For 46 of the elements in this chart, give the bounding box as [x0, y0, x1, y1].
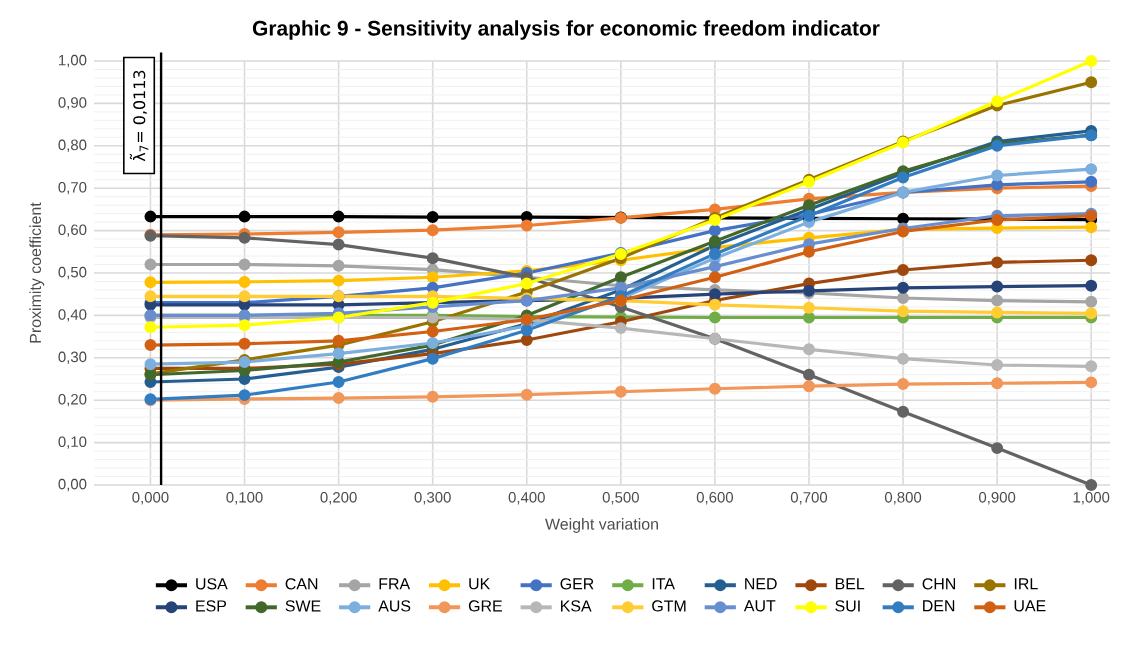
legend-label: KSA [561, 600, 592, 612]
x-tick-label: 0,100 [226, 492, 263, 505]
legend-label: UAE [1014, 600, 1046, 612]
legend-label: GRE [468, 600, 502, 612]
chart-title: Graphic 9 - Sensitivity analysis for economic freedom indicator [252, 20, 880, 40]
legend-label: AUS [378, 600, 411, 612]
legend-label: ITA [652, 578, 675, 590]
x-tick-label: 0,300 [414, 492, 451, 505]
x-tick-label: 0,800 [884, 492, 922, 505]
legend-label: BEL [835, 578, 865, 590]
legend-label: USA [196, 578, 228, 590]
y-tick-label: 0,50 [58, 266, 87, 280]
legend-label: SUI [835, 600, 860, 612]
x-tick-label: 1,000 [1073, 492, 1110, 505]
y-tick-label: 1,00 [59, 54, 87, 68]
y-tick-label: 0,20 [58, 394, 87, 407]
legend-label: NED [745, 578, 777, 590]
x-tick-label: 0,900 [979, 492, 1016, 505]
x-tick-label: 0,200 [320, 492, 357, 505]
y-tick-label: 0,00 [58, 478, 87, 492]
legend-label: AUT [743, 600, 776, 612]
y-tick-label: 0,40 [58, 309, 87, 322]
x-tick-label: 0,000 [132, 492, 169, 505]
y-tick-label: 0,90 [58, 97, 87, 110]
x-tick-label: 0,400 [508, 492, 545, 505]
y-tick-label: 0,80 [58, 139, 87, 152]
y-tick-label: 0,30 [58, 351, 87, 364]
y-axis-title: Proximity coefficient [29, 202, 45, 343]
legend-label: CAN [285, 578, 318, 590]
legend-label: CHN [922, 578, 956, 590]
legend-label: DEN [923, 600, 955, 612]
x-tick-label: 0,500 [602, 492, 639, 505]
legend-label: FRA [379, 578, 411, 590]
legend-label: UK [469, 578, 491, 590]
y-tick-label: 0,10 [58, 436, 87, 449]
legend-label: GTM [652, 600, 686, 612]
y-tick-label: 0,70 [58, 182, 87, 195]
legend-label: ESP [196, 600, 227, 612]
x-tick-label: 0,700 [790, 492, 828, 505]
x-axis-title: Weight variation [545, 518, 658, 533]
legend-label: GER [560, 578, 594, 590]
legend-label: SWE [285, 600, 321, 612]
legend-label: IRL [1014, 578, 1038, 590]
ref-line-label: λ̃$_{7}$= 0,0113 [129, 70, 149, 162]
x-tick-label: 0,600 [696, 492, 734, 505]
y-tick-label: 0,60 [58, 224, 87, 237]
